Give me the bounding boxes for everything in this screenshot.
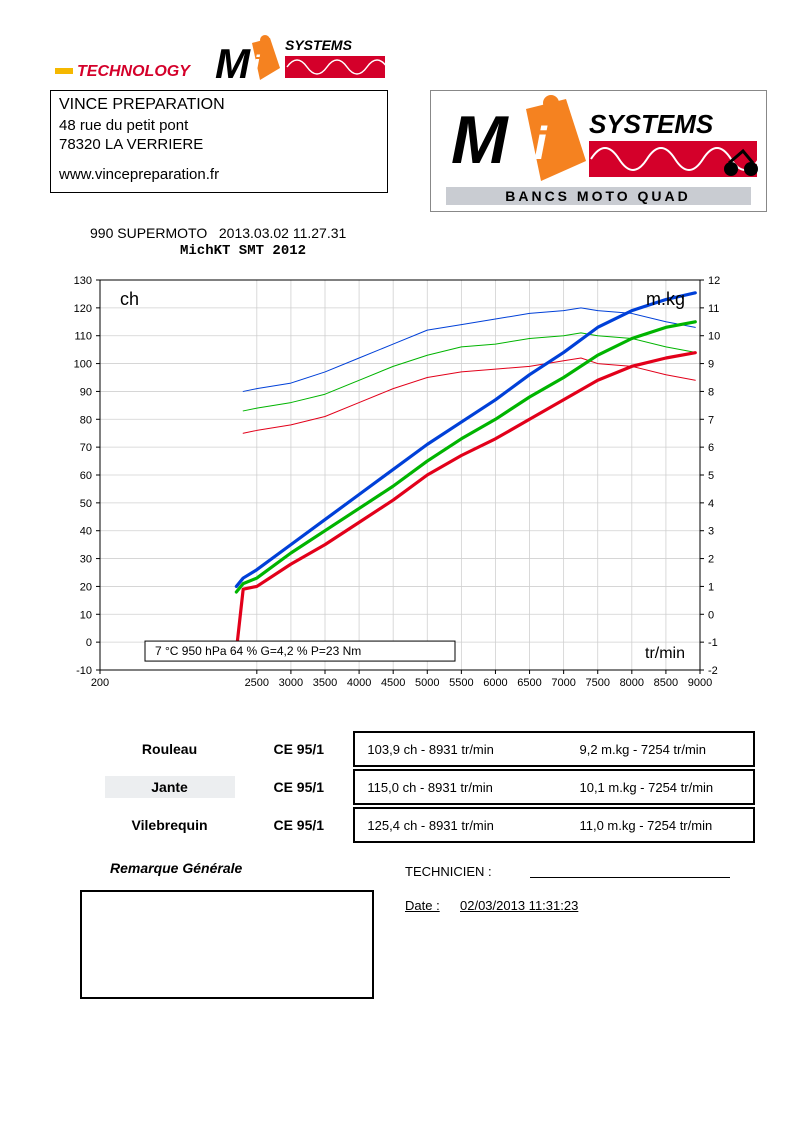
table-row: Rouleau CE 95/1 103,9 ch - 8931 tr/min 9… bbox=[95, 730, 755, 768]
row-hp: 125,4 ch - 8931 tr/min bbox=[355, 818, 579, 833]
table-row: Vilebrequin CE 95/1 125,4 ch - 8931 tr/m… bbox=[95, 806, 755, 844]
svg-text:2: 2 bbox=[708, 554, 714, 566]
svg-text:11: 11 bbox=[708, 303, 719, 315]
svg-text:tr/min: tr/min bbox=[645, 645, 685, 662]
date-value: 02/03/2013 11:31:23 bbox=[460, 898, 578, 913]
svg-text:5: 5 bbox=[708, 470, 714, 482]
svg-text:ch: ch bbox=[120, 289, 139, 309]
company-name: VINCE PREPARATION bbox=[59, 95, 379, 116]
svg-text:6000: 6000 bbox=[483, 677, 507, 689]
row-values: 103,9 ch - 8931 tr/min 9,2 m.kg - 7254 t… bbox=[353, 731, 755, 767]
svg-text:80: 80 bbox=[80, 414, 92, 426]
svg-text:M: M bbox=[451, 102, 509, 178]
svg-text:3500: 3500 bbox=[313, 677, 337, 689]
svg-text:6: 6 bbox=[708, 442, 714, 454]
svg-text:7500: 7500 bbox=[585, 677, 609, 689]
svg-text:7 °C 950 hPa 64 % G=4,2: 7 °C 950 hPa 64 % G=4,2 % P=23 Nm bbox=[155, 644, 361, 658]
svg-text:5000: 5000 bbox=[415, 677, 439, 689]
svg-text:7: 7 bbox=[708, 414, 714, 426]
main-logo: M i SYSTEMS BANCS MOTO QUAD bbox=[430, 90, 767, 212]
svg-text:-10: -10 bbox=[76, 665, 92, 677]
svg-text:90: 90 bbox=[80, 386, 92, 398]
svg-text:4000: 4000 bbox=[347, 677, 371, 689]
svg-text:-1: -1 bbox=[708, 637, 718, 649]
svg-text:70: 70 bbox=[80, 442, 92, 454]
technician-line bbox=[530, 877, 730, 878]
svg-text:9: 9 bbox=[708, 359, 714, 371]
svg-text:100: 100 bbox=[74, 359, 92, 371]
row-values: 125,4 ch - 8931 tr/min 11,0 m.kg - 7254 … bbox=[353, 807, 755, 843]
row-label: Rouleau bbox=[95, 741, 244, 757]
remarks-box bbox=[80, 890, 374, 999]
address-line2: 78320 LA VERRIERE bbox=[59, 135, 379, 155]
svg-text:10: 10 bbox=[80, 609, 92, 621]
svg-text:8500: 8500 bbox=[654, 677, 678, 689]
remarks-label: Remarque Générale bbox=[110, 860, 242, 876]
svg-text:0: 0 bbox=[708, 609, 714, 621]
row-tq: 10,1 m.kg - 7254 tr/min bbox=[579, 780, 753, 795]
svg-text:40: 40 bbox=[80, 526, 92, 538]
svg-text:130: 130 bbox=[74, 275, 92, 287]
svg-text:50: 50 bbox=[80, 498, 92, 510]
technology-word: TECHNOLOGY bbox=[77, 63, 191, 80]
dyno-chart-svg: 2002500300035004000450050005500600065007… bbox=[50, 270, 750, 700]
svg-text:120: 120 bbox=[74, 303, 92, 315]
svg-text:2500: 2500 bbox=[245, 677, 269, 689]
address-line1: 48 rue du petit pont bbox=[59, 116, 379, 136]
svg-text:4: 4 bbox=[708, 498, 714, 510]
svg-text:6500: 6500 bbox=[517, 677, 541, 689]
svg-text:5500: 5500 bbox=[449, 677, 473, 689]
row-tq: 9,2 m.kg - 7254 tr/min bbox=[579, 742, 753, 757]
row-code: CE 95/1 bbox=[244, 779, 353, 795]
company-url: www.vincepreparation.fr bbox=[59, 165, 379, 185]
top-logo: TECHNOLOGY M i SYSTEMS bbox=[55, 28, 395, 88]
row-label: Jante bbox=[95, 776, 244, 798]
table-row: Jante CE 95/1 115,0 ch - 8931 tr/min 10,… bbox=[95, 768, 755, 806]
row-tq: 11,0 m.kg - 7254 tr/min bbox=[579, 818, 753, 833]
row-hp: 103,9 ch - 8931 tr/min bbox=[355, 742, 579, 757]
row-label: Vilebrequin bbox=[95, 817, 244, 833]
svg-text:12: 12 bbox=[708, 275, 720, 287]
logo-mi: M bbox=[215, 40, 251, 87]
row-code: CE 95/1 bbox=[244, 817, 353, 833]
svg-text:0: 0 bbox=[86, 637, 92, 649]
svg-text:9000: 9000 bbox=[688, 677, 712, 689]
svg-text:20: 20 bbox=[80, 581, 92, 593]
main-logo-svg: M i SYSTEMS BANCS MOTO QUAD bbox=[431, 91, 766, 211]
svg-text:i: i bbox=[534, 117, 548, 169]
svg-text:3: 3 bbox=[708, 526, 714, 538]
svg-text:4500: 4500 bbox=[381, 677, 405, 689]
row-values: 115,0 ch - 8931 tr/min 10,1 m.kg - 7254 … bbox=[353, 769, 755, 805]
test-info-line1: 990 SUPERMOTO 2013.03.02 11.27.31 bbox=[90, 225, 346, 241]
logo-systems: SYSTEMS bbox=[589, 109, 714, 139]
technician-label: TECHNICIEN : bbox=[405, 864, 492, 879]
svg-text:3000: 3000 bbox=[279, 677, 303, 689]
svg-text:110: 110 bbox=[74, 331, 92, 343]
svg-text:30: 30 bbox=[80, 554, 92, 566]
dyno-chart: 2002500300035004000450050005500600065007… bbox=[50, 270, 750, 700]
test-info-line2: MichKT SMT 2012 bbox=[180, 243, 306, 259]
svg-text:7000: 7000 bbox=[551, 677, 575, 689]
svg-text:60: 60 bbox=[80, 470, 92, 482]
svg-text:8: 8 bbox=[708, 386, 714, 398]
svg-text:m.kg: m.kg bbox=[646, 289, 685, 309]
svg-text:10: 10 bbox=[708, 331, 720, 343]
results-table: Rouleau CE 95/1 103,9 ch - 8931 tr/min 9… bbox=[95, 730, 755, 844]
svg-text:8000: 8000 bbox=[620, 677, 644, 689]
address-box: VINCE PREPARATION 48 rue du petit pont 7… bbox=[50, 90, 388, 193]
row-code: CE 95/1 bbox=[244, 741, 353, 757]
top-logo-svg: TECHNOLOGY M i SYSTEMS bbox=[55, 28, 395, 88]
svg-text:1: 1 bbox=[708, 581, 714, 593]
row-hp: 115,0 ch - 8931 tr/min bbox=[355, 780, 579, 795]
date-label: Date : bbox=[405, 898, 440, 913]
logo-tagline: BANCS MOTO QUAD bbox=[505, 188, 691, 204]
svg-text:200: 200 bbox=[91, 677, 109, 689]
logo-systems-small: SYSTEMS bbox=[285, 37, 353, 53]
svg-text:-2: -2 bbox=[708, 665, 718, 677]
